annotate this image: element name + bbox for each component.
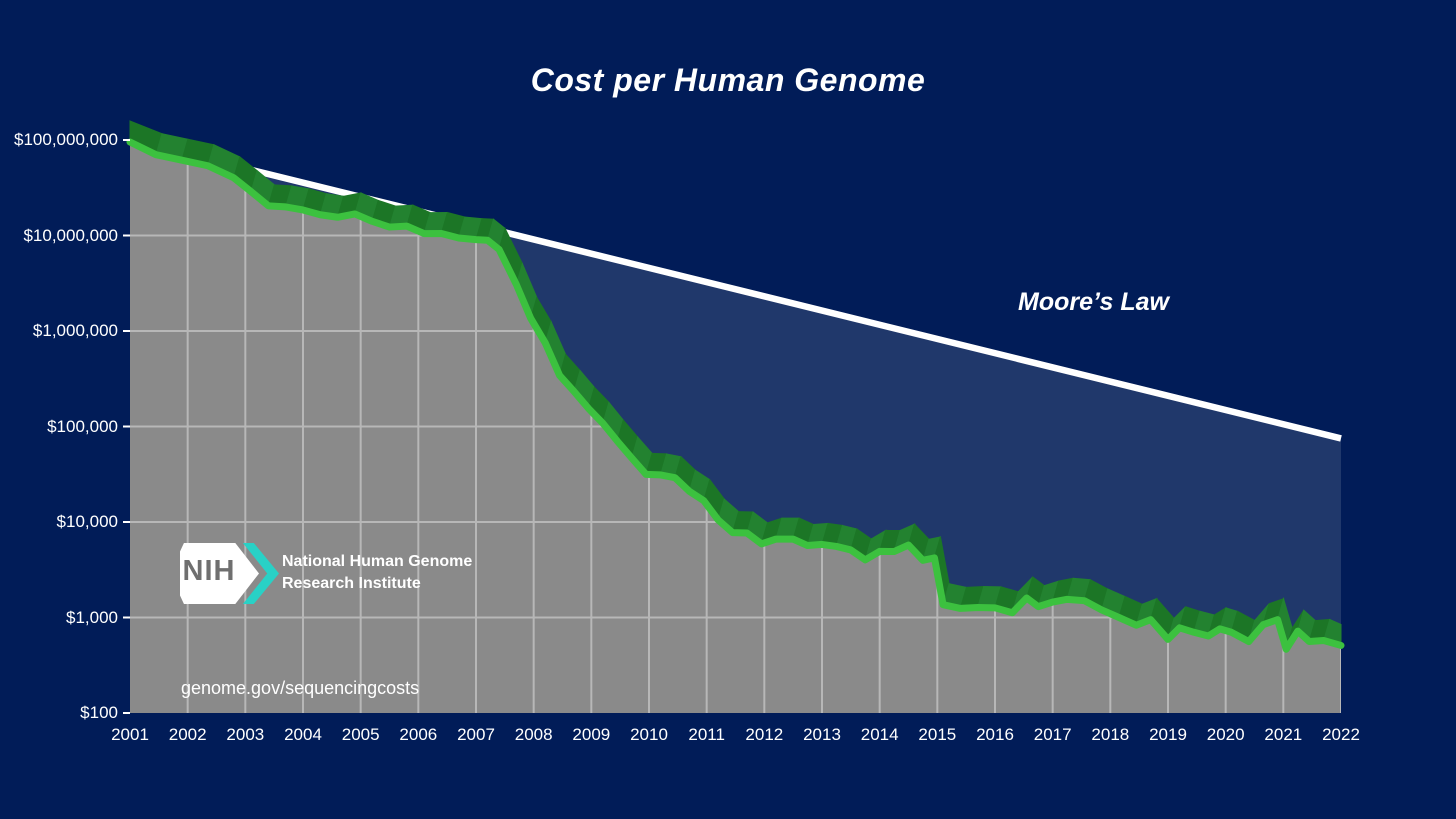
y-axis-label: $100,000,000 (14, 130, 118, 149)
x-axis-label: 2012 (745, 725, 784, 744)
x-axis-label: 2017 (1033, 725, 1072, 744)
under-curve-area (130, 142, 1341, 713)
x-axis-label: 2015 (918, 725, 957, 744)
cost-line (126, 138, 1345, 653)
x-axis-label: 2005 (341, 725, 380, 744)
x-axis-label: 2018 (1091, 725, 1130, 744)
x-axis-label: 2020 (1206, 725, 1245, 744)
moores-law-annotation: Moore’s Law (1018, 288, 1169, 316)
x-axis-label: 2002 (168, 725, 207, 744)
nih-acronym: NIH (182, 555, 236, 587)
x-axis-label: 2011 (688, 725, 725, 744)
footer-url: genome.gov/sequencingcosts (181, 678, 420, 698)
institute-name: National Human Genome Research Institute (282, 551, 472, 595)
moores-law-line (129, 136, 1342, 442)
x-axis-label: 2004 (284, 725, 322, 744)
x-axis-label: 2001 (111, 725, 149, 744)
x-axis-label: 2014 (860, 725, 899, 744)
x-axis-label: 2019 (1149, 725, 1187, 744)
x-axis-label: 2022 (1322, 725, 1360, 744)
y-axis-label: $100 (80, 703, 118, 722)
page-title: Cost per Human Genome (530, 62, 926, 98)
x-axis-label: 2003 (226, 725, 265, 744)
y-axis-label: $1,000 (66, 607, 118, 627)
x-axis-label: 2009 (572, 725, 611, 744)
y-axis-label: $10,000 (56, 512, 118, 531)
nih-logo: NIH (180, 543, 280, 604)
x-axis-label: 2006 (399, 725, 438, 744)
x-axis-label: 2016 (976, 725, 1014, 744)
y-axis-label: $1,000,000 (32, 321, 118, 340)
y-axis-label: $10,000,000 (23, 225, 118, 245)
x-axis-label: 2007 (457, 725, 495, 744)
x-axis-label: 2021 (1264, 725, 1303, 744)
y-axis-label: $100,000 (47, 416, 118, 436)
institute-name-line1: National Human Genome (282, 553, 473, 570)
x-axis-label: 2013 (803, 725, 841, 744)
institute-name-line2: Research Institute (282, 575, 421, 592)
x-axis-label: 2008 (514, 725, 553, 744)
x-axis-label: 2010 (630, 725, 668, 744)
